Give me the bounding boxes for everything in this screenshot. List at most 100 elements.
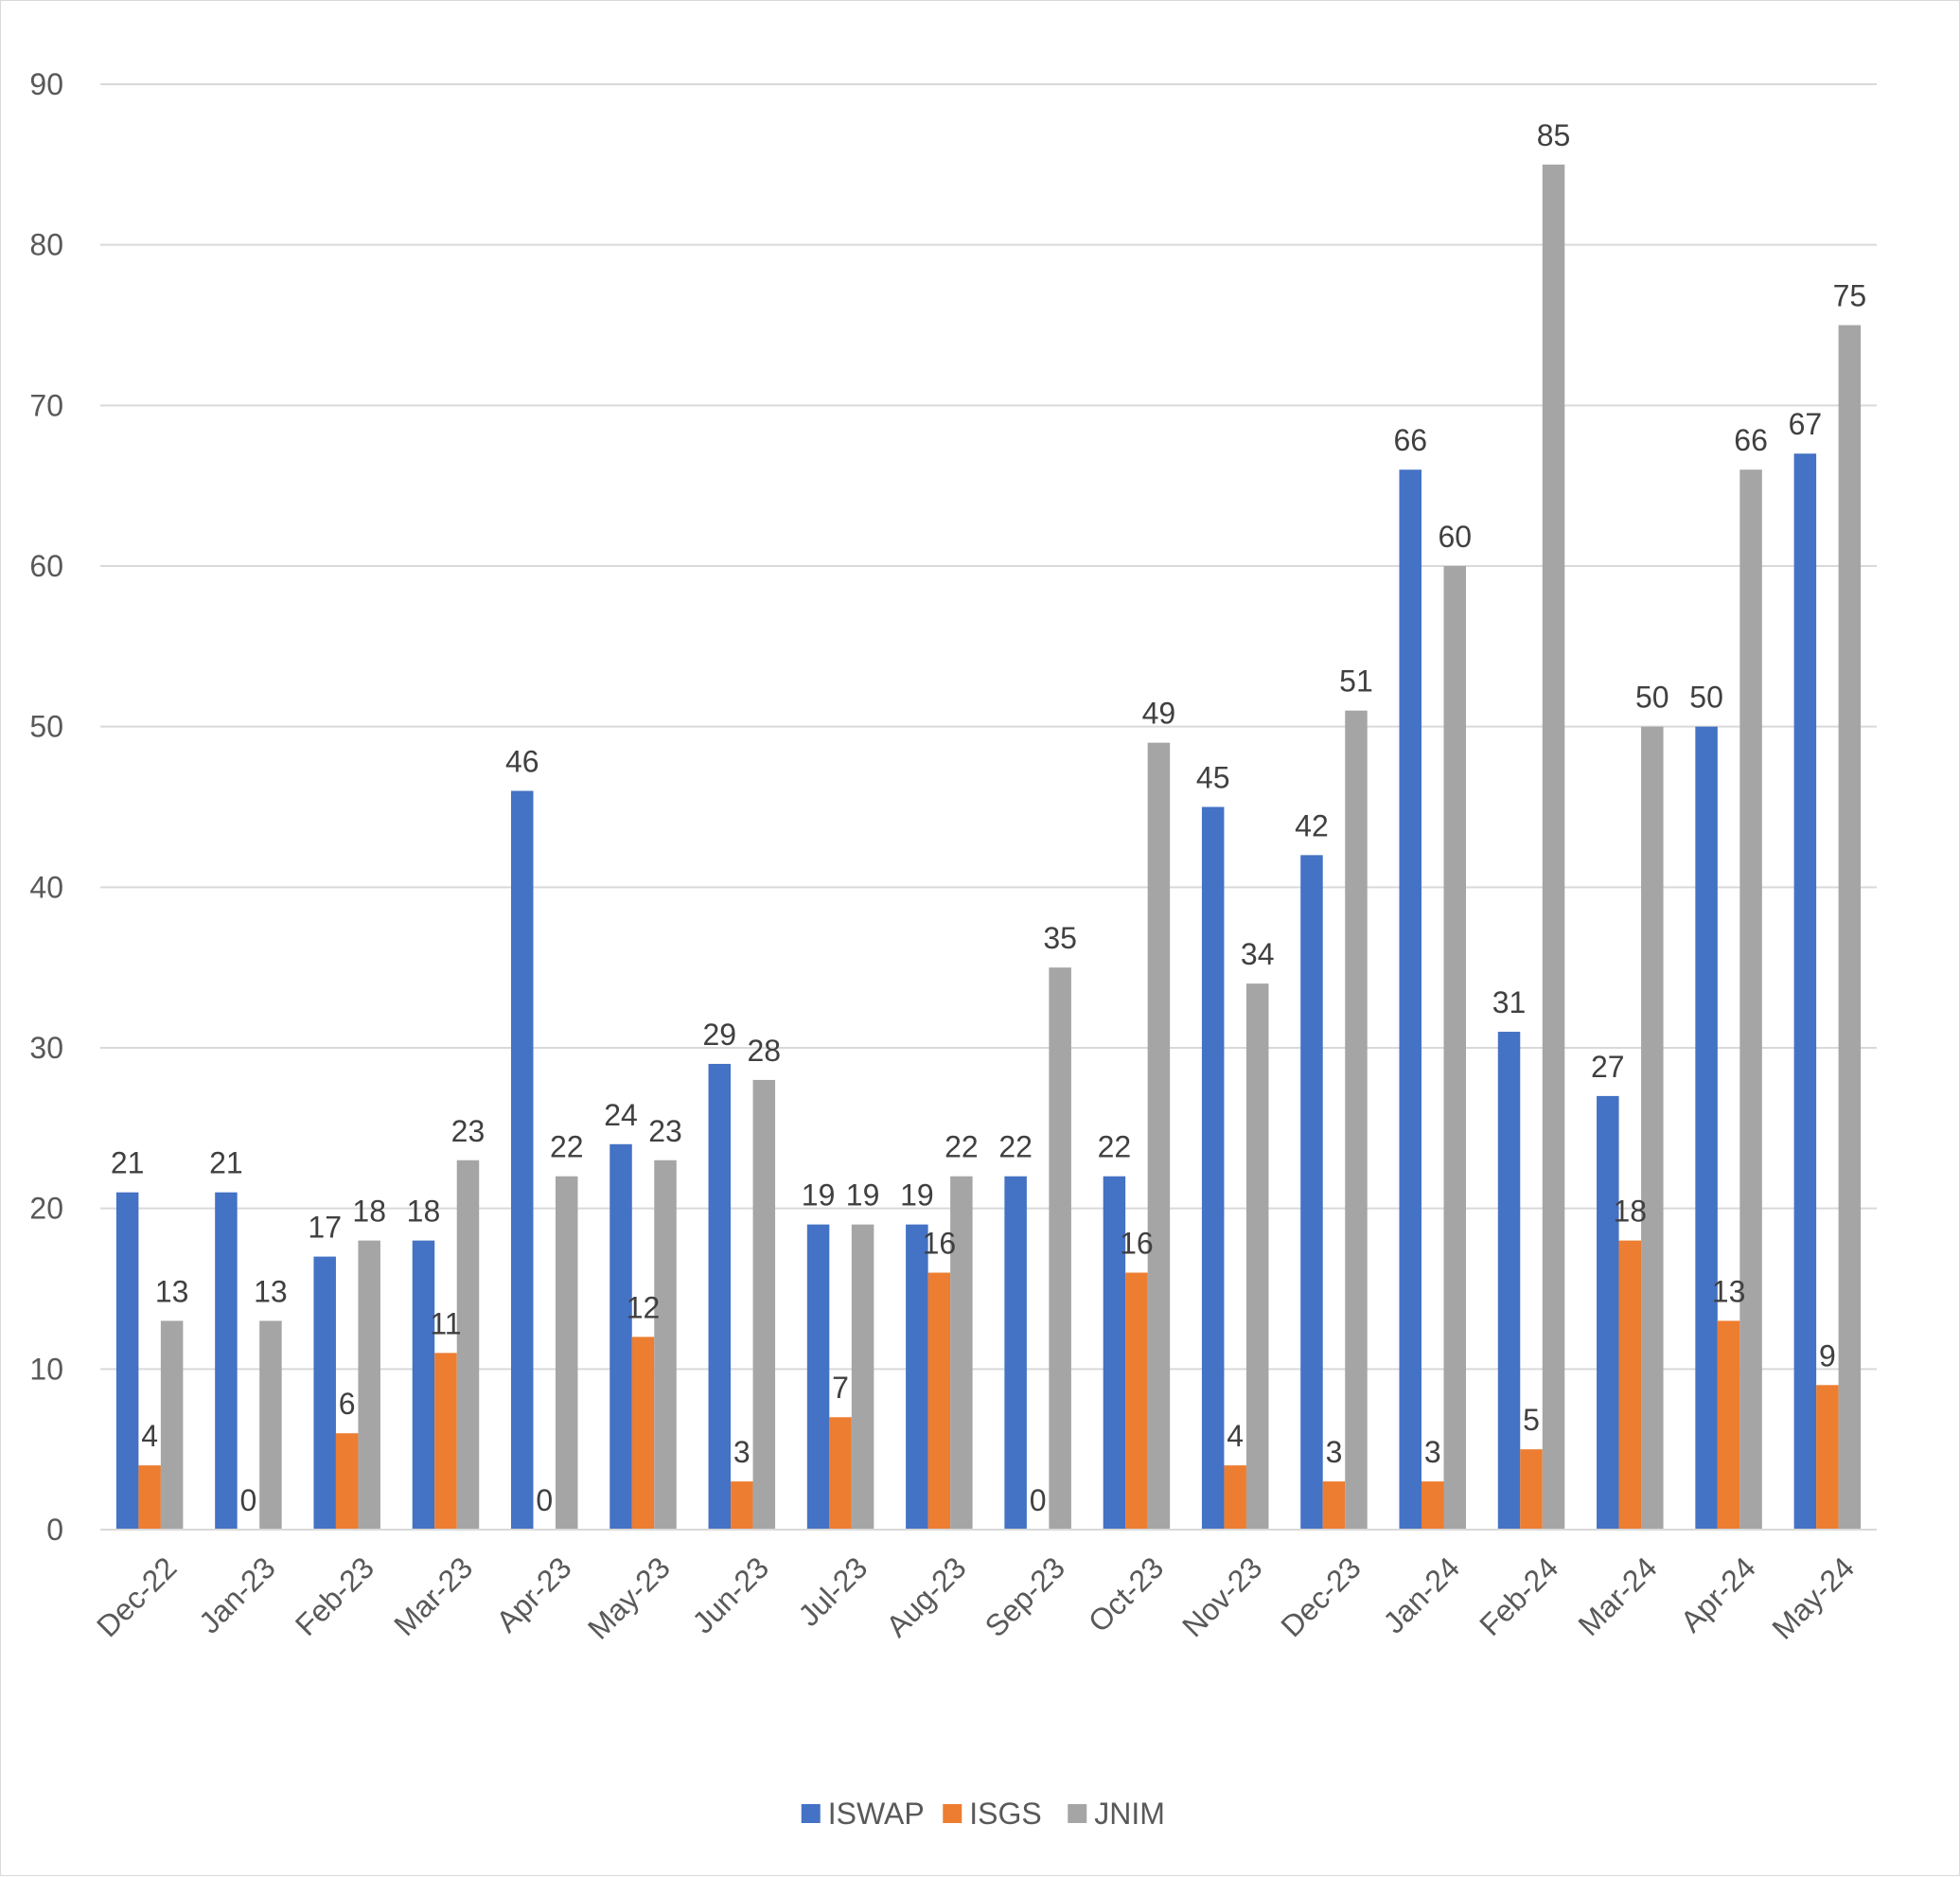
bar-iswap-Jun-23 <box>708 1063 732 1530</box>
x-tick-label-Nov-23: Nov-23 <box>1175 1550 1268 1643</box>
x-tick-label-May-24: May-24 <box>1765 1550 1861 1646</box>
data-label-isgs-Dec-23: 3 <box>1326 1435 1343 1469</box>
data-label-jnim-May-24: 75 <box>1833 279 1867 313</box>
x-tick-label-Dec-23: Dec-23 <box>1274 1550 1367 1643</box>
legend-swatch-jnim <box>1068 1804 1087 1823</box>
x-tick-label-Jan-24: Jan-24 <box>1376 1550 1466 1640</box>
data-label-isgs-May-23: 12 <box>627 1290 661 1324</box>
bar-jnim-Mar-24 <box>1641 726 1664 1530</box>
y-axis-ticks: 0 10 20 30 40 50 60 70 80 90 <box>29 67 63 1547</box>
bar-iswap-Dec-22 <box>115 1192 139 1530</box>
bar-jnim-Dec-23 <box>1345 710 1368 1530</box>
data-label-isgs-Apr-24: 13 <box>1712 1274 1746 1308</box>
data-label-iswap-Nov-23: 45 <box>1196 761 1230 795</box>
y-tick-label-10: 10 <box>29 1352 63 1386</box>
data-label-jnim-Apr-23: 22 <box>550 1130 584 1164</box>
bar-iswap-Jan-23 <box>215 1192 238 1530</box>
y-tick-label-20: 20 <box>29 1192 63 1226</box>
x-tick-label-Jul-23: Jul-23 <box>791 1550 874 1633</box>
data-label-iswap-Feb-24: 31 <box>1492 985 1527 1019</box>
data-label-jnim-Feb-24: 85 <box>1537 118 1571 152</box>
x-tick-label-May-23: May-23 <box>581 1550 677 1646</box>
data-label-jnim-Aug-23: 22 <box>945 1130 979 1164</box>
x-tick-label-Apr-24: Apr-24 <box>1674 1550 1762 1638</box>
y-tick-label-30: 30 <box>29 1031 63 1065</box>
x-tick-label-Mar-24: Mar-24 <box>1572 1550 1664 1642</box>
data-label-iswap-Dec-22: 21 <box>111 1146 145 1180</box>
data-label-jnim-Apr-24: 66 <box>1734 423 1768 457</box>
legend: ISWAP ISGS JNIM <box>801 1797 1165 1831</box>
bar-isgs-Jan-24 <box>1421 1481 1444 1530</box>
bar-iswap-Mar-23 <box>412 1240 435 1530</box>
data-label-iswap-Jun-23: 29 <box>703 1018 737 1052</box>
data-label-isgs-Aug-23: 16 <box>923 1227 957 1261</box>
data-label-iswap-Dec-23: 42 <box>1295 808 1329 842</box>
data-label-jnim-Feb-23: 18 <box>352 1195 386 1229</box>
bar-iswap-Apr-24 <box>1695 726 1718 1530</box>
bar-isgs-Jun-23 <box>731 1481 753 1530</box>
bar-jnim-Jan-23 <box>259 1320 282 1530</box>
data-label-jnim-Dec-22: 13 <box>155 1274 189 1308</box>
data-label-isgs-Jan-24: 3 <box>1424 1435 1441 1469</box>
data-label-jnim-May-23: 23 <box>648 1114 682 1148</box>
bar-jnim-Oct-23 <box>1147 742 1171 1530</box>
y-tick-label-0: 0 <box>46 1513 63 1547</box>
data-label-iswap-Jul-23: 19 <box>802 1178 836 1213</box>
x-tick-label-Feb-23: Feb-23 <box>289 1550 380 1642</box>
data-label-jnim-Nov-23: 34 <box>1241 937 1275 971</box>
data-label-iswap-Jan-24: 66 <box>1393 423 1427 457</box>
bar-jnim-Apr-23 <box>556 1176 578 1530</box>
legend-label-iswap: ISWAP <box>828 1797 925 1831</box>
data-label-isgs-Feb-24: 5 <box>1523 1403 1540 1437</box>
data-label-jnim-Jan-24: 60 <box>1438 520 1472 554</box>
data-label-iswap-Apr-24: 50 <box>1689 681 1723 715</box>
data-label-isgs-Sep-23: 0 <box>1030 1483 1047 1517</box>
data-label-iswap-Mar-23: 18 <box>407 1195 441 1229</box>
legend-label-isgs: ISGS <box>969 1797 1041 1831</box>
data-label-jnim-Jun-23: 28 <box>748 1034 782 1068</box>
bar-isgs-May-23 <box>631 1337 655 1530</box>
data-label-isgs-Jul-23: 7 <box>832 1371 849 1405</box>
bar-jnim-Apr-24 <box>1739 469 1762 1531</box>
bar-jnim-Feb-23 <box>358 1240 380 1530</box>
x-tick-label-Jun-23: Jun-23 <box>686 1550 776 1640</box>
bar-iswap-Jan-24 <box>1399 469 1421 1531</box>
data-label-isgs-Feb-23: 6 <box>339 1387 356 1421</box>
bar-jnim-Sep-23 <box>1049 967 1071 1530</box>
x-tick-label-Mar-23: Mar-23 <box>387 1550 479 1642</box>
bar-jnim-Nov-23 <box>1245 983 1269 1530</box>
bar-iswap-Nov-23 <box>1201 806 1225 1530</box>
bar-jnim-Mar-23 <box>456 1160 480 1530</box>
bar-isgs-Jul-23 <box>829 1417 852 1530</box>
data-label-isgs-Dec-22: 4 <box>141 1419 158 1453</box>
y-tick-label-70: 70 <box>29 388 63 422</box>
bar-isgs-Dec-23 <box>1322 1481 1346 1530</box>
bar-iswap-May-23 <box>609 1143 632 1530</box>
bars <box>115 164 1862 1531</box>
legend-label-jnim: JNIM <box>1094 1797 1165 1831</box>
data-label-iswap-Sep-23: 22 <box>998 1130 1033 1164</box>
bar-iswap-Sep-23 <box>1004 1176 1027 1530</box>
bar-isgs-Aug-23 <box>927 1272 951 1530</box>
bar-iswap-Jul-23 <box>806 1224 830 1530</box>
bar-isgs-Feb-23 <box>335 1433 359 1530</box>
y-tick-label-60: 60 <box>29 549 63 583</box>
data-label-jnim-Jul-23: 19 <box>846 1178 880 1213</box>
bar-isgs-Apr-24 <box>1717 1320 1740 1530</box>
data-label-jnim-Oct-23: 49 <box>1142 697 1176 731</box>
data-label-iswap-Mar-24: 27 <box>1591 1050 1625 1084</box>
legend-swatch-isgs <box>943 1804 962 1823</box>
bar-iswap-Mar-24 <box>1597 1095 1619 1530</box>
bar-isgs-Feb-24 <box>1520 1449 1543 1530</box>
legend-swatch-iswap <box>801 1804 821 1823</box>
data-label-jnim-Mar-24: 50 <box>1635 681 1669 715</box>
data-label-jnim-Jan-23: 13 <box>254 1274 288 1308</box>
data-label-jnim-Sep-23: 35 <box>1043 921 1077 955</box>
data-label-iswap-Feb-23: 17 <box>308 1211 342 1245</box>
data-label-iswap-May-23: 24 <box>604 1098 638 1132</box>
bar-iswap-Oct-23 <box>1103 1176 1126 1530</box>
bar-isgs-Mar-23 <box>434 1353 457 1530</box>
x-tick-label-Apr-23: Apr-23 <box>489 1550 577 1638</box>
